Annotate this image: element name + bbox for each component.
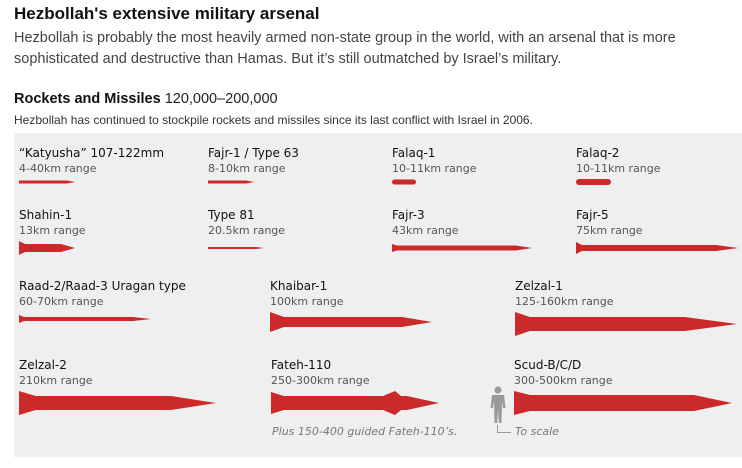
missile-icon [271, 391, 439, 415]
weapon-khaibar-1: Khaibar-1 100km range [270, 279, 434, 333]
weapon-name: Raad-2/Raad-3 Uragan type [19, 279, 186, 293]
missile-icon [514, 391, 732, 415]
weapon-range: 20.5km range [208, 224, 286, 237]
weapon-falaq-1: Falaq-1 10-11km range [392, 146, 477, 186]
missile-icon [576, 242, 738, 254]
weapon-range: 75km range [576, 224, 643, 237]
missile-icon [19, 391, 216, 415]
missile-icon [392, 179, 416, 185]
weapon-zelzal-1: Zelzal-1 125-160km range [515, 279, 739, 337]
weapon-name: Fateh-110 [271, 358, 332, 372]
weapon-name: Falaq-1 [392, 146, 436, 160]
weapon-fateh-110: Fateh-110 250-300km range [271, 358, 441, 416]
missile-icon [19, 180, 75, 184]
weapon-katyusha: “Katyusha” 107-122mm 4-40km range [19, 146, 164, 186]
weapon-raad: Raad-2/Raad-3 Uragan type 60-70km range [19, 279, 186, 327]
person-silhouette-icon [490, 386, 506, 423]
weapon-fajr-1: Fajr-1 / Type 63 8-10km range [208, 146, 299, 186]
fateh-note: Plus 150-400 guided Fateh-110’s. [272, 425, 458, 438]
section-heading: Rockets and Missiles 120,000–200,000 [14, 91, 278, 107]
missile-icon [208, 247, 264, 249]
weapon-name: Khaibar-1 [270, 279, 328, 293]
page-title: Hezbollah's extensive military arsenal [14, 4, 320, 23]
intro-text: Hezbollah is probably the most heavily a… [14, 30, 676, 67]
missile-icon [270, 312, 432, 332]
weapon-name: Fajr-1 / Type 63 [208, 146, 299, 160]
section-count: 120,000–200,000 [164, 91, 278, 107]
weapon-name: Fajr-5 [576, 208, 609, 222]
weapon-range: 250-300km range [271, 374, 370, 387]
weapon-name: Zelzal-2 [19, 358, 67, 372]
weapon-fajr-3: Fajr-3 43km range [392, 208, 537, 256]
weapon-range: 60-70km range [19, 295, 104, 308]
weapon-range: 43km range [392, 224, 459, 237]
missile-icon [392, 244, 532, 252]
weapon-type-81: Type 81 20.5km range [208, 208, 285, 256]
weapon-range: 210km range [19, 374, 93, 387]
section-title: Rockets and Missiles [14, 91, 161, 107]
missile-icon [19, 241, 75, 255]
weapon-fajr-5: Fajr-5 75km range [576, 208, 740, 256]
missile-icon [208, 180, 254, 184]
weapon-range: 100km range [270, 295, 344, 308]
weapon-name: “Katyusha” 107-122mm [19, 146, 165, 160]
weapon-shahin-1: Shahin-1 13km range [19, 208, 86, 256]
weapon-range: 4-40km range [19, 162, 97, 175]
missile-icon [515, 312, 737, 336]
weapon-zelzal-2: Zelzal-2 210km range [19, 358, 219, 416]
weapon-name: Fajr-3 [392, 208, 425, 222]
missile-icon [576, 179, 611, 185]
weapon-name: Type 81 [208, 208, 255, 222]
missile-icon [19, 315, 151, 323]
weapon-range: 300-500km range [514, 374, 613, 387]
weapon-range: 8-10km range [208, 162, 286, 175]
weapon-range: 10-11km range [576, 162, 661, 175]
weapon-range: 125-160km range [515, 295, 614, 308]
weapon-name: Falaq-2 [576, 146, 620, 160]
weapon-name: Zelzal-1 [515, 279, 563, 293]
weapon-range: 13km range [19, 224, 86, 237]
weapon-falaq-2: Falaq-2 10-11km range [576, 146, 661, 186]
weapon-range: 10-11km range [392, 162, 477, 175]
scale-bracket [497, 425, 511, 433]
weapon-name: Shahin-1 [19, 208, 73, 222]
section-subtitle: Hezbollah has continued to stockpile roc… [14, 113, 533, 127]
scale-note: To scale [515, 425, 559, 438]
weapon-name: Scud-B/C/D [514, 358, 582, 372]
weapon-scud: Scud-B/C/D 300-500km range [514, 358, 734, 416]
